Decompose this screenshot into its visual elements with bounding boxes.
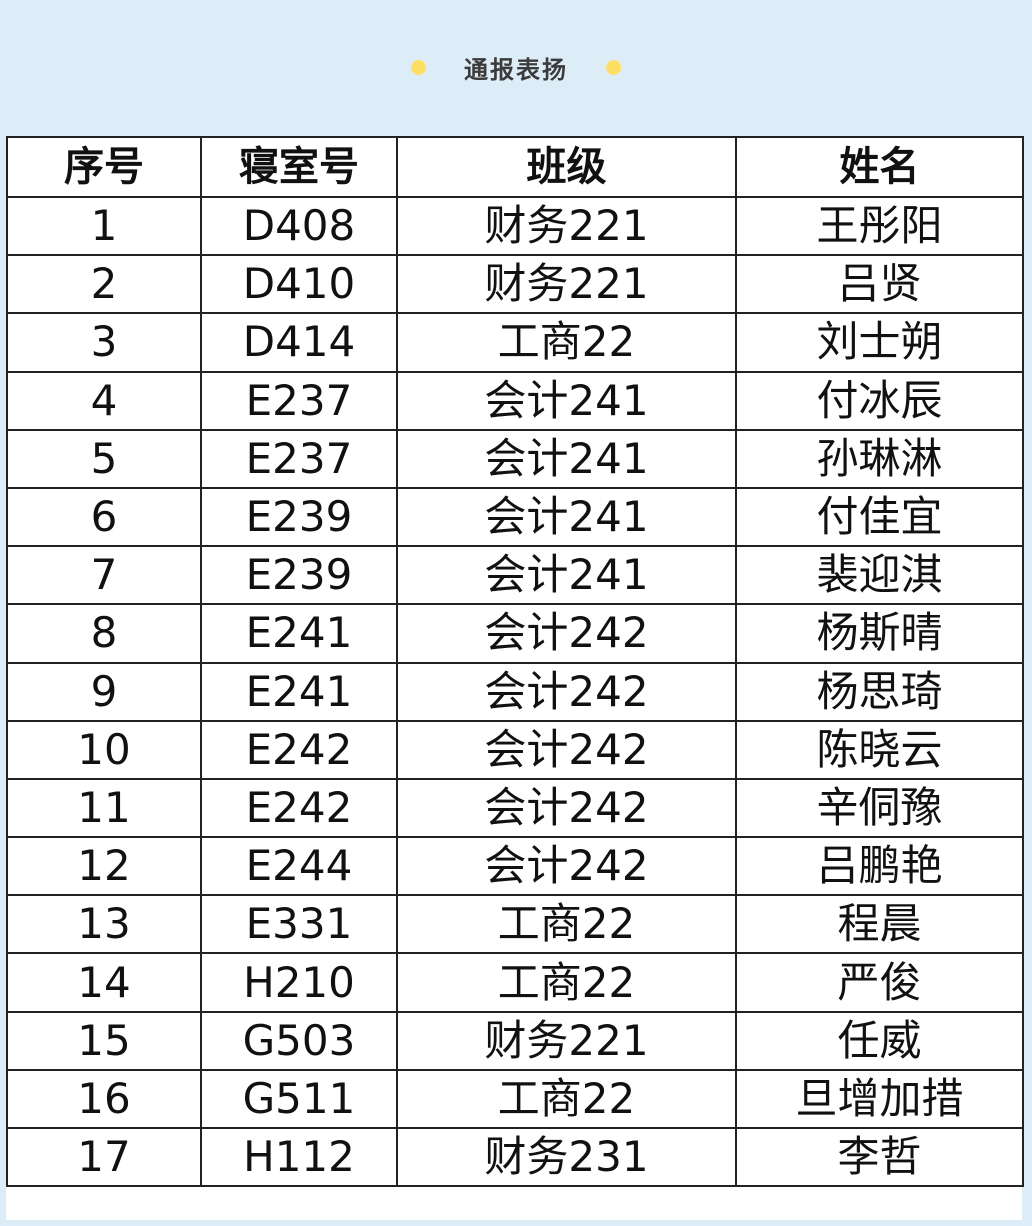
cell-name: 刘士朔 xyxy=(735,312,1024,373)
cell-name: 辛侗豫 xyxy=(735,777,1024,839)
table-header-row: 序号 寝室号 班级 姓名 xyxy=(6,136,1024,198)
cell-index: 4 xyxy=(6,370,202,431)
cell-dorm: H112 xyxy=(200,1126,398,1188)
cell-name: 陈晓云 xyxy=(735,719,1024,780)
cell-name: 李哲 xyxy=(735,1126,1024,1188)
table-row: 16 G511 工商22 旦增加措 xyxy=(6,1068,1024,1130)
dot-icon xyxy=(606,59,621,75)
cell-class: 财务221 xyxy=(396,254,737,315)
cell-name: 杨斯晴 xyxy=(735,603,1024,664)
cell-index: 14 xyxy=(6,952,202,1013)
cell-name: 裴迎淇 xyxy=(735,545,1024,606)
cell-dorm: H210 xyxy=(200,952,398,1013)
table-row: 7 E239 会计241 裴迎淇 xyxy=(6,545,1024,606)
cell-name: 杨思琦 xyxy=(735,661,1024,722)
table-row: 14 H210 工商22 严俊 xyxy=(6,952,1024,1013)
table-row: 12 E244 会计242 吕鹏艳 xyxy=(6,836,1024,897)
cell-dorm: D414 xyxy=(200,312,398,373)
cell-index: 2 xyxy=(6,254,202,315)
table-row: 9 E241 会计242 杨思琦 xyxy=(6,661,1024,722)
cell-name: 付冰辰 xyxy=(735,370,1024,431)
cell-name: 任威 xyxy=(735,1010,1024,1071)
cell-name: 严俊 xyxy=(735,952,1024,1013)
cell-index: 7 xyxy=(6,545,202,606)
table-row: 5 E237 会计241 孙琳淋 xyxy=(6,428,1024,489)
cell-index: 16 xyxy=(6,1068,202,1130)
table-row: 17 H112 财务231 李哲 xyxy=(6,1126,1024,1188)
header-name: 姓名 xyxy=(735,136,1024,198)
cell-index: 10 xyxy=(6,719,202,780)
cell-class: 会计242 xyxy=(396,719,737,780)
banner: 通报表扬 xyxy=(0,0,1032,136)
cell-dorm: E242 xyxy=(200,777,398,839)
cell-index: 9 xyxy=(6,661,202,722)
cell-dorm: G511 xyxy=(200,1068,398,1130)
cell-class: 工商22 xyxy=(396,1068,737,1130)
cell-class: 会计242 xyxy=(396,836,737,897)
table-row: 1 D408 财务221 王彤阳 xyxy=(6,195,1024,257)
header-class: 班级 xyxy=(396,136,737,198)
table-row: 6 E239 会计241 付佳宜 xyxy=(6,486,1024,548)
cell-class: 财务221 xyxy=(396,1010,737,1071)
cell-dorm: E239 xyxy=(200,545,398,606)
table-row: 15 G503 财务221 任威 xyxy=(6,1010,1024,1071)
honor-table-container: 序号 寝室号 班级 姓名 1 D408 财务221 王彤阳 2 D410 财务221 吕贤 3 D… xyxy=(6,136,1024,1220)
cell-dorm: E239 xyxy=(200,486,398,548)
dot-icon xyxy=(411,59,426,75)
cell-index: 11 xyxy=(6,777,202,839)
cell-index: 6 xyxy=(6,486,202,548)
cell-class: 财务231 xyxy=(396,1126,737,1188)
cell-class: 财务221 xyxy=(396,195,737,257)
cell-name: 孙琳淋 xyxy=(735,428,1024,489)
cell-dorm: D408 xyxy=(200,195,398,257)
cell-name: 付佳宜 xyxy=(735,486,1024,548)
table-row: 11 E242 会计242 辛侗豫 xyxy=(6,777,1024,839)
cell-name: 吕贤 xyxy=(735,254,1024,315)
cell-dorm: E242 xyxy=(200,719,398,780)
cell-class: 会计241 xyxy=(396,370,737,431)
cell-class: 工商22 xyxy=(396,952,737,1013)
cell-class: 会计241 xyxy=(396,545,737,606)
cell-class: 会计242 xyxy=(396,777,737,839)
table-row: 10 E242 会计242 陈晓云 xyxy=(6,719,1024,780)
cell-class: 会计242 xyxy=(396,603,737,664)
cell-name: 旦增加措 xyxy=(735,1068,1024,1130)
page-title: 通报表扬 xyxy=(464,55,568,84)
cell-index: 3 xyxy=(6,312,202,373)
header-dorm: 寝室号 xyxy=(200,136,398,198)
table-row: 3 D414 工商22 刘士朔 xyxy=(6,312,1024,373)
cell-dorm: E244 xyxy=(200,836,398,897)
cell-name: 吕鹏艳 xyxy=(735,836,1024,897)
cell-dorm: E331 xyxy=(200,894,398,955)
cell-dorm: G503 xyxy=(200,1010,398,1071)
table-row: 2 D410 财务221 吕贤 xyxy=(6,254,1024,315)
table-row: 13 E331 工商22 程晨 xyxy=(6,894,1024,955)
cell-class: 工商22 xyxy=(396,894,737,955)
cell-name: 王彤阳 xyxy=(735,195,1024,257)
cell-index: 17 xyxy=(6,1126,202,1188)
table-row: 8 E241 会计242 杨斯晴 xyxy=(6,603,1024,664)
cell-dorm: E241 xyxy=(200,603,398,664)
cell-dorm: E237 xyxy=(200,370,398,431)
cell-name: 程晨 xyxy=(735,894,1024,955)
cell-class: 工商22 xyxy=(396,312,737,373)
cell-index: 5 xyxy=(6,428,202,489)
cell-index: 15 xyxy=(6,1010,202,1071)
header-index: 序号 xyxy=(6,136,202,198)
cell-index: 1 xyxy=(6,195,202,257)
cell-index: 8 xyxy=(6,603,202,664)
cell-dorm: E241 xyxy=(200,661,398,722)
cell-class: 会计241 xyxy=(396,428,737,489)
cell-index: 13 xyxy=(6,894,202,955)
cell-dorm: D410 xyxy=(200,254,398,315)
cell-dorm: E237 xyxy=(200,428,398,489)
honor-table: 序号 寝室号 班级 姓名 1 D408 财务221 王彤阳 2 D410 财务221 吕贤 3 D… xyxy=(6,136,1024,1188)
cell-class: 会计241 xyxy=(396,486,737,548)
table-row: 4 E237 会计241 付冰辰 xyxy=(6,370,1024,431)
cell-class: 会计242 xyxy=(396,661,737,722)
cell-index: 12 xyxy=(6,836,202,897)
